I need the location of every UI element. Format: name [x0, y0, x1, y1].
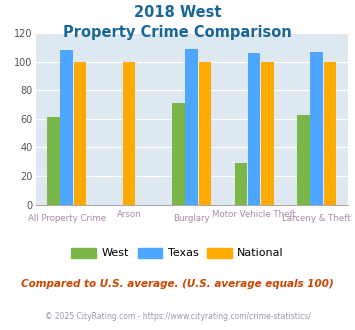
Bar	[310, 51, 323, 205]
Bar	[323, 62, 336, 205]
Bar	[60, 50, 73, 205]
Bar	[73, 62, 86, 205]
Text: Compared to U.S. average. (U.S. average equals 100): Compared to U.S. average. (U.S. average …	[21, 279, 334, 289]
Legend: West, Texas, National: West, Texas, National	[67, 243, 288, 263]
Text: Burglary: Burglary	[173, 214, 210, 223]
Bar	[172, 103, 185, 205]
Text: Property Crime Comparison: Property Crime Comparison	[63, 25, 292, 40]
Bar	[248, 53, 261, 205]
Text: 2018 West: 2018 West	[134, 5, 221, 20]
Bar	[123, 62, 136, 205]
Bar	[261, 62, 274, 205]
Text: Larceny & Theft: Larceny & Theft	[282, 214, 351, 223]
Text: Arson: Arson	[117, 210, 142, 219]
Bar	[47, 117, 60, 205]
Bar	[198, 62, 211, 205]
Bar	[235, 163, 247, 205]
Text: All Property Crime: All Property Crime	[28, 214, 106, 223]
Bar	[297, 115, 310, 205]
Text: © 2025 CityRating.com - https://www.cityrating.com/crime-statistics/: © 2025 CityRating.com - https://www.city…	[45, 312, 310, 321]
Bar	[185, 49, 198, 205]
Text: Motor Vehicle Theft: Motor Vehicle Theft	[212, 210, 296, 219]
